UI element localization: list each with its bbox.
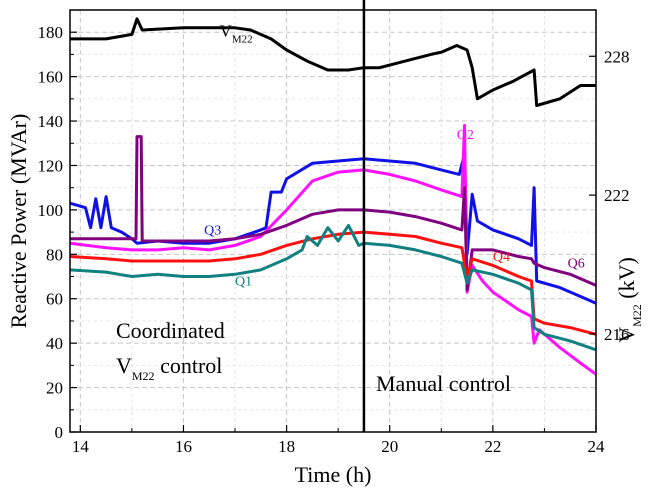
series-line-q2 xyxy=(69,124,597,376)
x-tick-label: 18 xyxy=(278,437,295,456)
series-line-q4 xyxy=(69,230,597,336)
y2-axis-title-base: V xyxy=(614,327,639,343)
y-tick-label: 20 xyxy=(46,379,63,398)
annotation-coordinated: Coordinated xyxy=(116,318,225,343)
y2-axis-title-rest: (kV) xyxy=(614,257,639,304)
y-tick-label: 0 xyxy=(55,423,64,442)
grid-layer xyxy=(70,9,597,433)
series-label-layer: VM22 Q3 Q2 Q6 Q4 Q1 xyxy=(204,22,585,290)
series-layer xyxy=(69,17,597,376)
y2-axis-title: VM22 (kV) xyxy=(614,257,644,343)
series-label-q3: Q3 xyxy=(204,223,221,238)
y-tick-label: 60 xyxy=(46,290,63,309)
y-tick-label: 160 xyxy=(38,68,64,87)
series-line-q6 xyxy=(70,135,597,292)
annotation-vm22-control: VM22 control xyxy=(116,353,222,383)
axis-layer: 14 16 18 20 22 24 0 20 40 60 80 100 120 140 160 180 216 2… xyxy=(38,9,630,456)
series-line-v-m22 xyxy=(70,17,596,107)
x-tick-label: 14 xyxy=(72,437,90,456)
series-label-q1: Q1 xyxy=(235,274,252,289)
y-tick-label: 120 xyxy=(38,156,64,175)
y2-tick-label: 216 xyxy=(604,325,630,344)
annotation-vm22-base: V xyxy=(116,353,132,378)
series-label-q4: Q4 xyxy=(493,250,510,265)
y-axis-title: Reactive Power (MVAr) xyxy=(6,114,31,329)
annotation-manual-control: Manual control xyxy=(376,371,511,396)
plot-frame xyxy=(69,9,597,433)
y-tick-label: 140 xyxy=(38,112,64,131)
series-label-v-m22: VM22 xyxy=(220,22,253,46)
series-label-q6: Q6 xyxy=(568,257,585,272)
y2-axis-title-sub: M22 xyxy=(630,304,644,327)
x-tick-label: 22 xyxy=(484,437,501,456)
x-tick-label: 24 xyxy=(588,437,606,456)
series-line-q3 xyxy=(69,152,597,305)
y-tick-label: 100 xyxy=(38,201,64,220)
x-tick-label: 20 xyxy=(381,437,398,456)
x-tick-label: 16 xyxy=(175,437,192,456)
series-label-q2: Q2 xyxy=(457,128,474,143)
y-tick-label: 40 xyxy=(46,334,63,353)
y2-tick-label: 222 xyxy=(604,186,630,205)
y-tick-label: 180 xyxy=(38,23,64,42)
y-tick-label: 80 xyxy=(46,245,63,264)
y2-tick-label: 228 xyxy=(604,47,630,66)
series-line-q1 xyxy=(69,223,597,352)
x-axis-title: Time (h) xyxy=(295,462,372,487)
annotation-vm22-sub: M22 xyxy=(132,369,155,383)
annotation-vm22-rest: control xyxy=(155,353,223,378)
